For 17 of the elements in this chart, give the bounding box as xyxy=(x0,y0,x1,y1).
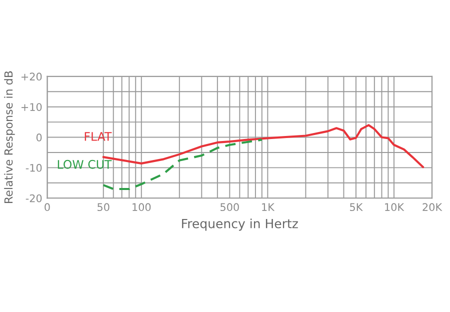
x-tick-label: 10K xyxy=(385,203,404,212)
x-tick-label: 1K xyxy=(262,203,275,211)
x-tick-label: 500 xyxy=(220,203,239,212)
x-tick-label: 100 xyxy=(132,203,151,212)
x-tick-label: 50 xyxy=(98,203,110,212)
series-label: LOW CUT xyxy=(58,160,112,169)
x-tick-label: 0 xyxy=(44,203,50,212)
x-tick-label: 5K xyxy=(350,203,363,212)
x-axis-title: Frequency in Hertz xyxy=(182,218,298,231)
series-label: FLAT xyxy=(84,132,112,141)
x-tick-label: 20K xyxy=(422,203,442,212)
y-tick-label: +20 xyxy=(22,72,42,81)
y-tick-label: 0 xyxy=(36,134,42,142)
y-tick-label: -20 xyxy=(26,194,42,202)
y-tick-label: +10 xyxy=(22,103,42,111)
y-tick-label: -10 xyxy=(26,164,42,172)
y-axis-title: Relative Response in dB xyxy=(4,71,15,203)
